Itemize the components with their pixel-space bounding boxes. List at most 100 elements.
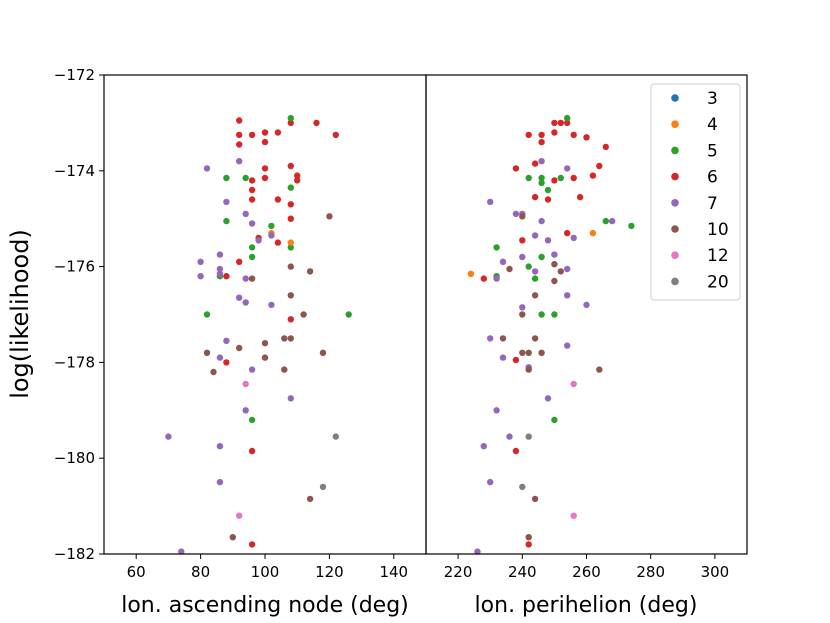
- point-series-6-5: [564, 119, 571, 127]
- point-series-7-48: [248, 220, 256, 227]
- point-series-10-84: [306, 495, 314, 503]
- x-tick-label-220: 220: [444, 563, 473, 581]
- point-series-7-51: [216, 251, 224, 258]
- point-series-10-82: [525, 349, 532, 356]
- point-series-7-62: [499, 354, 507, 361]
- point-series-7-59: [268, 301, 275, 309]
- point-series-7-53: [499, 258, 507, 265]
- point-series-5-40: [345, 311, 352, 318]
- point-series-7-47: [242, 210, 249, 218]
- point-series-10-76: [281, 335, 288, 342]
- x-axis-label-ascending-node: lon. ascending node (deg): [121, 593, 409, 618]
- point-series-6-11: [531, 160, 539, 167]
- point-series-6-13: [551, 177, 558, 184]
- point-series-6-6: [274, 129, 282, 136]
- point-series-6-10: [287, 162, 294, 170]
- point-series-6-17: [274, 196, 282, 203]
- point-series-7-67: [506, 433, 513, 440]
- point-series-7-63: [287, 395, 294, 402]
- point-series-5-34: [268, 222, 275, 230]
- x-tick-label-240: 240: [508, 563, 537, 581]
- point-series-7-56: [551, 251, 558, 258]
- legend-label-10: 10: [707, 220, 729, 240]
- point-series-7-45: [236, 158, 243, 165]
- point-series-7-58: [564, 292, 571, 299]
- point-series-10-72: [519, 213, 526, 220]
- point-series-7-46: [512, 210, 520, 218]
- point-series-6-16: [294, 177, 301, 184]
- point-series-10-79: [499, 335, 507, 342]
- point-series-7-52: [493, 275, 500, 282]
- point-series-7-60: [519, 304, 526, 311]
- point-series-7-61: [216, 354, 224, 361]
- point-series-12-87: [236, 512, 243, 519]
- point-series-6-17: [544, 196, 552, 203]
- point-series-5-39: [551, 311, 558, 318]
- point-series-5-33: [223, 217, 230, 225]
- point-series-7-52: [197, 258, 204, 265]
- point-series-5-30: [223, 174, 230, 182]
- point-series-5-27: [538, 174, 545, 182]
- point-series-10-83: [538, 349, 545, 356]
- x-ticks-ascending-node: 60 80 100 120 140: [127, 554, 408, 581]
- point-series-4-43: [287, 239, 294, 246]
- legend-marker-4: [671, 120, 679, 128]
- point-series-6-4: [261, 129, 269, 136]
- legend: 3 4 5 6 7 10 12 20: [650, 83, 741, 301]
- point-series-10-77: [287, 335, 294, 342]
- x-tick-label-120: 120: [315, 563, 344, 581]
- point-series-10-87: [525, 534, 532, 541]
- y-tick-label-2: −178: [54, 353, 95, 371]
- point-series-5-25: [564, 114, 571, 122]
- point-series-20-89: [319, 483, 327, 491]
- points-perihelion: [467, 114, 635, 555]
- point-series-4-41: [467, 270, 475, 277]
- point-series-7-60: [223, 337, 230, 344]
- panel-ascending-node: 60 80 100 120 140 −182 −180 −178 −176 −174 −172 l…: [54, 66, 427, 618]
- point-series-7-65: [165, 433, 172, 440]
- point-series-6-0: [525, 131, 532, 139]
- point-series-6-7: [570, 131, 577, 139]
- point-series-5-34: [538, 253, 545, 261]
- point-series-10-81: [319, 349, 327, 356]
- point-series-6-21: [480, 275, 487, 282]
- legend-marker-7: [671, 199, 679, 207]
- point-series-12-86: [242, 380, 249, 388]
- point-series-6-6: [551, 129, 558, 136]
- point-series-10-75: [557, 268, 564, 275]
- x-tick-label-60: 60: [127, 563, 146, 581]
- point-series-12-88: [570, 380, 577, 388]
- point-series-5-30: [544, 186, 552, 194]
- legend-label-5: 5: [707, 141, 718, 161]
- legend-label-3: 3: [707, 89, 718, 109]
- point-series-7-62: [248, 366, 256, 373]
- point-series-7-44: [203, 165, 211, 172]
- point-series-6-27: [248, 447, 256, 455]
- x-tick-label-300: 300: [701, 563, 730, 581]
- point-series-10-84: [525, 366, 532, 373]
- point-series-6-1: [538, 131, 545, 139]
- point-series-6-22: [274, 239, 282, 246]
- point-series-10-74: [300, 311, 307, 318]
- y-tick-label-1: −180: [54, 449, 95, 467]
- point-series-6-20: [287, 215, 294, 222]
- point-series-7-70: [474, 548, 481, 555]
- point-series-5-36: [287, 244, 294, 251]
- point-series-7-55: [216, 270, 224, 277]
- point-series-20-91: [519, 483, 526, 491]
- point-series-5-39: [203, 311, 211, 318]
- point-series-6-16: [531, 193, 539, 201]
- point-series-10-83: [281, 366, 288, 373]
- point-series-6-1: [236, 131, 243, 139]
- point-series-6-23: [236, 258, 243, 265]
- point-series-7-50: [268, 232, 275, 239]
- point-series-10-70: [248, 275, 256, 282]
- x-tick-label-100: 100: [251, 563, 280, 581]
- legend-label-20: 20: [707, 272, 729, 292]
- x-tick-label-140: 140: [379, 563, 408, 581]
- legend-marker-12: [671, 251, 679, 259]
- point-series-7-68: [178, 548, 185, 555]
- point-series-6-14: [261, 174, 269, 182]
- point-series-7-53: [197, 273, 204, 280]
- x-tick-label-280: 280: [636, 563, 665, 581]
